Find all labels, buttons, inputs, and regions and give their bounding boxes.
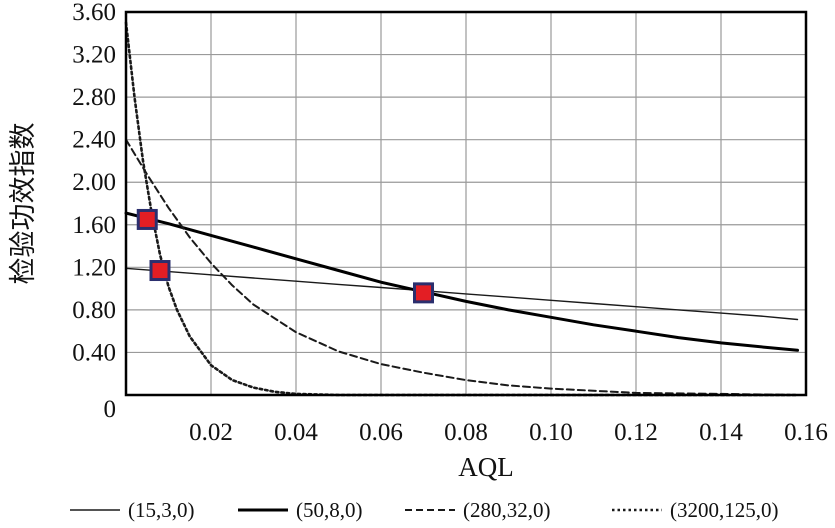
legend: (15,3,0) (50,8,0) (280,32,0) (3200,125,0) <box>70 498 779 522</box>
highlight-marker <box>413 282 434 304</box>
legend-label: (3200,125,0) <box>670 498 779 522</box>
x-tick-label: 0.02 <box>189 419 233 446</box>
legend-label: (280,32,0) <box>463 498 551 522</box>
x-axis-title: AQL <box>458 452 514 482</box>
series-line-4 <box>124 21 799 397</box>
x-tick-label: 0.14 <box>699 419 743 446</box>
x-tick-label: 0.12 <box>614 419 658 446</box>
series-line-3 <box>125 138 799 396</box>
y-tick-label: 2.40 <box>72 127 116 154</box>
y-tick-label: 1.20 <box>72 254 116 281</box>
marker-layer <box>136 208 434 304</box>
x-tick-label: 0.16 <box>784 419 828 446</box>
grid-layer <box>126 11 807 395</box>
y-tick-label: 1.60 <box>72 212 116 239</box>
legend-label: (50,8,0) <box>296 498 363 522</box>
y-tick-label: 2.80 <box>72 84 116 111</box>
x-tick-label: 0.08 <box>444 419 488 446</box>
tick-label-layer: 0 0.40 0.80 1.20 1.60 2.00 2.40 2.80 3.20 3.60 0.0… <box>72 0 828 446</box>
plot-frame <box>124 10 808 397</box>
y-tick-label: 0 <box>104 396 117 423</box>
x-tick-label: 0.10 <box>529 419 573 446</box>
x-tick-label: 0.06 <box>359 419 403 446</box>
y-tick-label: 2.00 <box>72 169 116 196</box>
series-line-2 <box>124 211 799 352</box>
y-tick-label: 0.80 <box>72 297 116 324</box>
series-layer <box>124 21 799 397</box>
series-line-1 <box>125 267 799 321</box>
y-tick-label: 3.20 <box>72 42 116 69</box>
y-tick-label: 0.40 <box>72 339 116 366</box>
y-axis-title: 检验功效指数 <box>8 123 38 285</box>
x-tick-label: 0.04 <box>274 419 318 446</box>
highlight-marker <box>136 208 158 230</box>
legend-label: (15,3,0) <box>128 498 195 522</box>
highlight-marker <box>149 260 171 282</box>
y-tick-label: 3.60 <box>72 0 116 26</box>
